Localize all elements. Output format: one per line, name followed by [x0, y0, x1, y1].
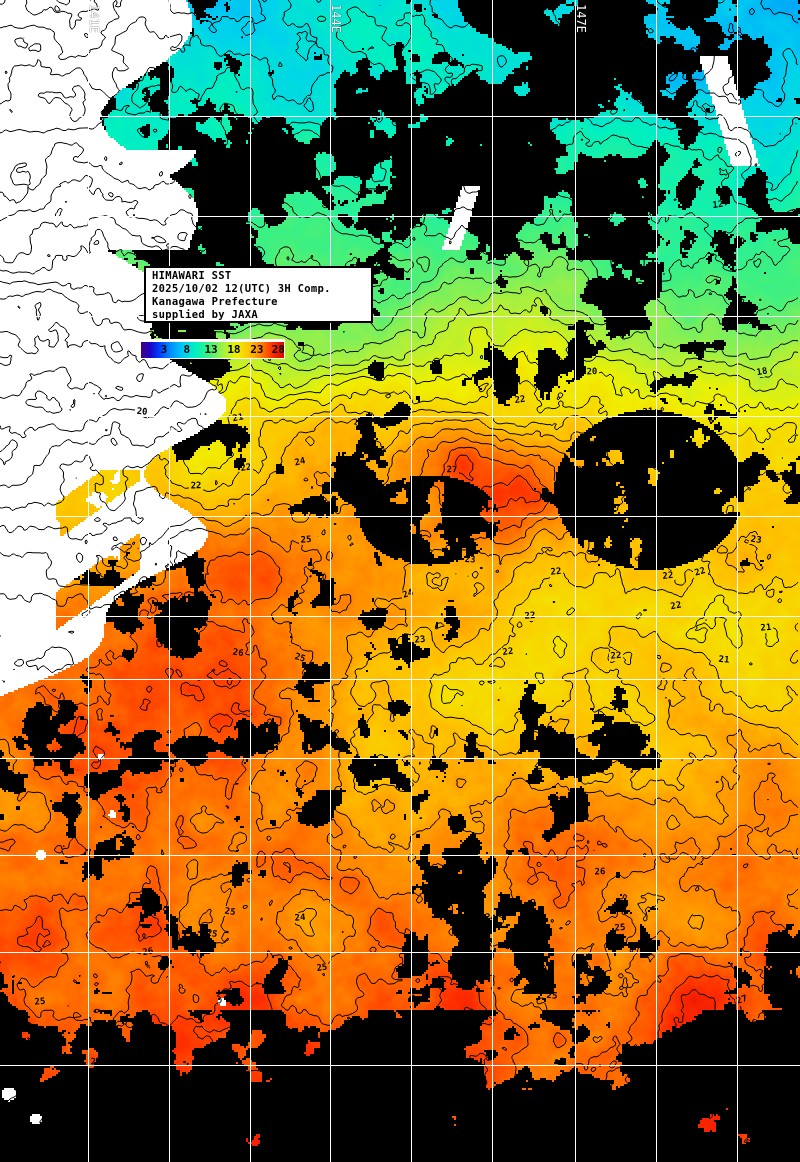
colorbar-tick-3: 3 [160, 343, 168, 356]
gridline-latitude-0 [0, 116, 800, 117]
info-legend-box: HIMAWARI SST 2025/10/02 12(UTC) 3H Comp.… [144, 266, 373, 323]
gridline-longitude-3 [330, 0, 331, 1162]
gridline-longitude-4 [411, 0, 412, 1162]
gridline-longitude-1 [169, 0, 170, 1162]
product-title: HIMAWARI SST [152, 270, 232, 282]
gridline-longitude-5 [492, 0, 493, 1162]
gridline-longitude-0 [88, 0, 89, 1162]
gridline-longitude-2 [250, 0, 251, 1162]
gridline-latitude-3 [0, 416, 800, 417]
colorbar-tick-18: 18 [227, 343, 241, 356]
gridline-latitude-7 [0, 758, 800, 759]
gridline-longitude-7 [656, 0, 657, 1162]
colorbar-gradient [141, 342, 284, 358]
longitude-label-144e: 144E [329, 4, 343, 33]
latitude-label-45n: 45N [18, 99, 42, 114]
gridline-latitude-5 [0, 616, 800, 617]
product-time: 2025/10/02 12(UTC) 3H Comp. [152, 283, 331, 295]
colorbar-tick-13: 13 [204, 343, 218, 356]
gridline-longitude-8 [737, 0, 738, 1162]
gridline-longitude-6 [575, 0, 576, 1162]
gridline-latitude-8 [0, 855, 800, 856]
gridline-latitude-10 [0, 1065, 800, 1066]
longitude-label-147e: 147E [574, 4, 588, 33]
gridline-latitude-4 [0, 516, 800, 517]
colorbar: 3 8 13 18 23 28 [138, 339, 285, 359]
colorbar-tick-23: 23 [250, 343, 264, 356]
gridline-latitude-1 [0, 216, 800, 217]
product-region: Kanagawa Prefecture [152, 296, 278, 308]
longitude-label-141e: 141E [87, 4, 101, 33]
product-source: supplied by JAXA [152, 309, 258, 321]
gridline-latitude-2 [0, 316, 800, 317]
colorbar-tick-28: 28 [271, 343, 285, 356]
gridline-latitude-9 [0, 952, 800, 953]
gridline-latitude-6 [0, 679, 800, 680]
colorbar-tick-8: 8 [183, 343, 191, 356]
colorbar-tick-labels: 3 8 13 18 23 28 [141, 342, 285, 358]
